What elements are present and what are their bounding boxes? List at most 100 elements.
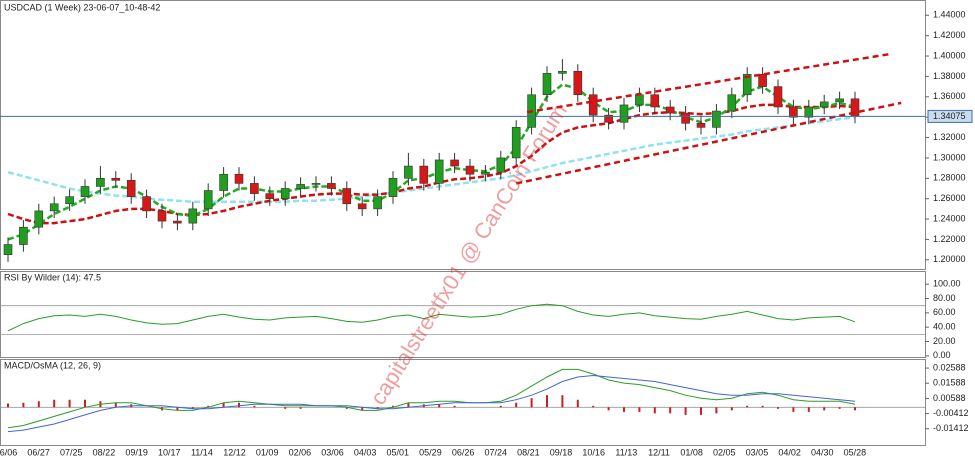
osma-bar bbox=[438, 404, 441, 408]
x-tick-label: 05/01 bbox=[387, 447, 410, 457]
rsi-panel bbox=[0, 271, 926, 358]
candle-body bbox=[250, 183, 259, 194]
candle-body bbox=[188, 208, 198, 224]
x-tick-label: 03/05 bbox=[746, 447, 769, 457]
y-tick-label: 1.24000 bbox=[933, 213, 966, 223]
x-tick-label: 09/18 bbox=[550, 447, 573, 457]
x-tick-label: 01/08 bbox=[680, 447, 703, 457]
x-tick-label: 02/05 bbox=[713, 447, 736, 457]
candle-body bbox=[650, 94, 660, 108]
candle-body bbox=[742, 74, 752, 96]
y-tick-label: 1.36000 bbox=[933, 91, 966, 101]
candle-body bbox=[111, 178, 121, 181]
candle-body bbox=[126, 180, 136, 197]
candle-body bbox=[49, 203, 59, 212]
osma-bar bbox=[746, 405, 749, 408]
osma-bar bbox=[515, 402, 518, 408]
x-tick-label: 06/06 bbox=[0, 447, 17, 457]
candle-body bbox=[619, 104, 629, 123]
x-tick-label: 08/22 bbox=[93, 447, 116, 457]
last-price-box bbox=[927, 109, 973, 123]
candle-body bbox=[327, 183, 336, 189]
osma-bar bbox=[592, 405, 595, 408]
candle-body bbox=[280, 188, 290, 199]
candle-body bbox=[604, 114, 613, 123]
candle-body bbox=[758, 74, 767, 87]
osma-bar bbox=[22, 402, 25, 408]
x-tick-label: 02/06 bbox=[289, 447, 312, 457]
y-tick-label: 1.20000 bbox=[933, 254, 966, 264]
osma-bar bbox=[176, 407, 179, 411]
x-tick-label: 04/03 bbox=[354, 447, 377, 457]
candle-body bbox=[142, 196, 151, 212]
osma-bar bbox=[53, 399, 56, 408]
y-tick-label: 100.00 bbox=[933, 279, 961, 289]
osma-bar bbox=[576, 399, 579, 408]
candle-body bbox=[234, 173, 244, 184]
osma-bar bbox=[607, 407, 610, 411]
y-tick-label: -0.00412 bbox=[933, 408, 969, 418]
osma-bar bbox=[669, 407, 672, 414]
osma-bar bbox=[345, 407, 348, 409]
osma-bar bbox=[653, 407, 656, 414]
trend-line bbox=[526, 52, 891, 114]
x-tick-label: 12/11 bbox=[648, 447, 670, 457]
x-tick-label: 11/13 bbox=[615, 447, 637, 457]
candle-body bbox=[219, 173, 228, 191]
candle-body bbox=[696, 122, 706, 128]
osma-bar bbox=[546, 395, 548, 408]
candle-body bbox=[388, 178, 398, 197]
osma-bar bbox=[792, 407, 795, 412]
candle-body bbox=[588, 94, 598, 116]
candle-body bbox=[265, 193, 275, 199]
y-tick-label: 1.44000 bbox=[933, 10, 966, 20]
osma-bar bbox=[207, 405, 210, 408]
osma-bar bbox=[854, 407, 856, 411]
x-tick-label: 04/02 bbox=[778, 447, 801, 457]
osma-bar bbox=[684, 407, 687, 415]
candle-body bbox=[34, 210, 44, 228]
trend-line bbox=[515, 101, 902, 185]
osma-bar bbox=[114, 402, 117, 408]
y-tick-label: 1.42000 bbox=[933, 30, 966, 40]
rsi-title: RSI By Wilder (14): 47.5 bbox=[4, 272, 101, 282]
x-tick-label: 10/17 bbox=[158, 447, 181, 457]
y-tick-label: -0.01412 bbox=[933, 423, 969, 433]
x-tick-label: 07/24 bbox=[484, 447, 507, 457]
osma-bar bbox=[700, 407, 702, 415]
candle-body bbox=[311, 183, 321, 185]
osma-bar bbox=[68, 399, 71, 408]
candle-body bbox=[357, 203, 367, 210]
osma-bar bbox=[715, 407, 718, 414]
osma-bar bbox=[638, 407, 641, 412]
candle-body bbox=[419, 165, 429, 184]
candle-body bbox=[96, 178, 105, 187]
osma-bar bbox=[407, 402, 410, 408]
osma-bar bbox=[37, 401, 40, 408]
x-tick-label: 09/19 bbox=[125, 447, 148, 457]
osma-bar bbox=[623, 407, 625, 412]
candle-body bbox=[681, 112, 690, 124]
y-tick-label: 20.00 bbox=[933, 336, 956, 346]
osma-bar bbox=[253, 405, 256, 408]
osma-bar bbox=[238, 402, 240, 408]
osma-bar bbox=[823, 407, 826, 411]
y-tick-label: 0.02588 bbox=[933, 362, 966, 372]
candle-body bbox=[3, 244, 13, 256]
x-tick-label: 06/27 bbox=[27, 447, 50, 457]
rsi-line bbox=[7, 303, 856, 332]
y-tick-label: 0.01588 bbox=[933, 378, 966, 388]
candle-body bbox=[19, 226, 28, 245]
macd-panel bbox=[0, 359, 926, 446]
osma-bar bbox=[191, 407, 194, 409]
candle-body bbox=[789, 106, 798, 118]
candle-body bbox=[665, 106, 675, 114]
y-tick-label: 40.00 bbox=[933, 322, 956, 332]
y-tick-label: 1.22000 bbox=[933, 234, 966, 244]
candle-body bbox=[434, 159, 444, 184]
macd-line bbox=[7, 374, 856, 433]
x-tick-label: 07/25 bbox=[60, 447, 83, 457]
x-tick-label: 08/21 bbox=[517, 447, 540, 457]
